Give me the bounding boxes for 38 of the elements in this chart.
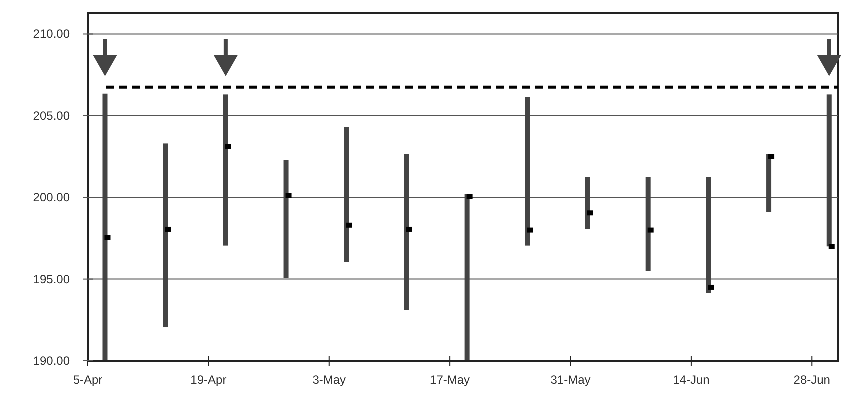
bar: [404, 154, 410, 310]
x-tick-label: 5-Apr: [73, 373, 103, 387]
y-tick-label: 210.00: [33, 27, 70, 42]
bar: [706, 177, 712, 294]
bar: [163, 144, 168, 328]
point: [768, 154, 775, 160]
point: [466, 194, 473, 200]
y-tick-label: 200.00: [33, 190, 70, 205]
bar: [766, 154, 772, 212]
point: [165, 226, 172, 232]
bar: [826, 94, 832, 247]
point: [527, 228, 534, 233]
point: [588, 210, 594, 216]
y-tick-label: 205.00: [33, 108, 70, 123]
x-tick-label: 19-Apr: [190, 373, 227, 387]
bar: [464, 194, 470, 361]
x-tick-label: 28-Jun: [794, 373, 830, 387]
x-tick-label: 14-Jun: [673, 373, 710, 387]
point: [346, 222, 352, 228]
y-tick-label: 195.00: [33, 272, 70, 286]
x-tick-label: 3-May: [312, 373, 346, 387]
point: [286, 193, 292, 198]
point: [828, 244, 835, 250]
point: [104, 235, 111, 240]
bar: [525, 97, 530, 246]
bar: [646, 177, 651, 272]
point: [708, 284, 714, 290]
point: [406, 226, 412, 232]
y-tick-label: 190.00: [33, 354, 70, 368]
bar: [586, 177, 590, 230]
bar: [344, 127, 350, 262]
point: [225, 144, 232, 150]
bar: [102, 94, 108, 361]
bar: [223, 94, 228, 246]
bar: [284, 160, 289, 278]
point: [648, 228, 654, 233]
x-tick-label: 17-May: [430, 373, 470, 387]
x-tick-label: 31-May: [550, 373, 591, 387]
